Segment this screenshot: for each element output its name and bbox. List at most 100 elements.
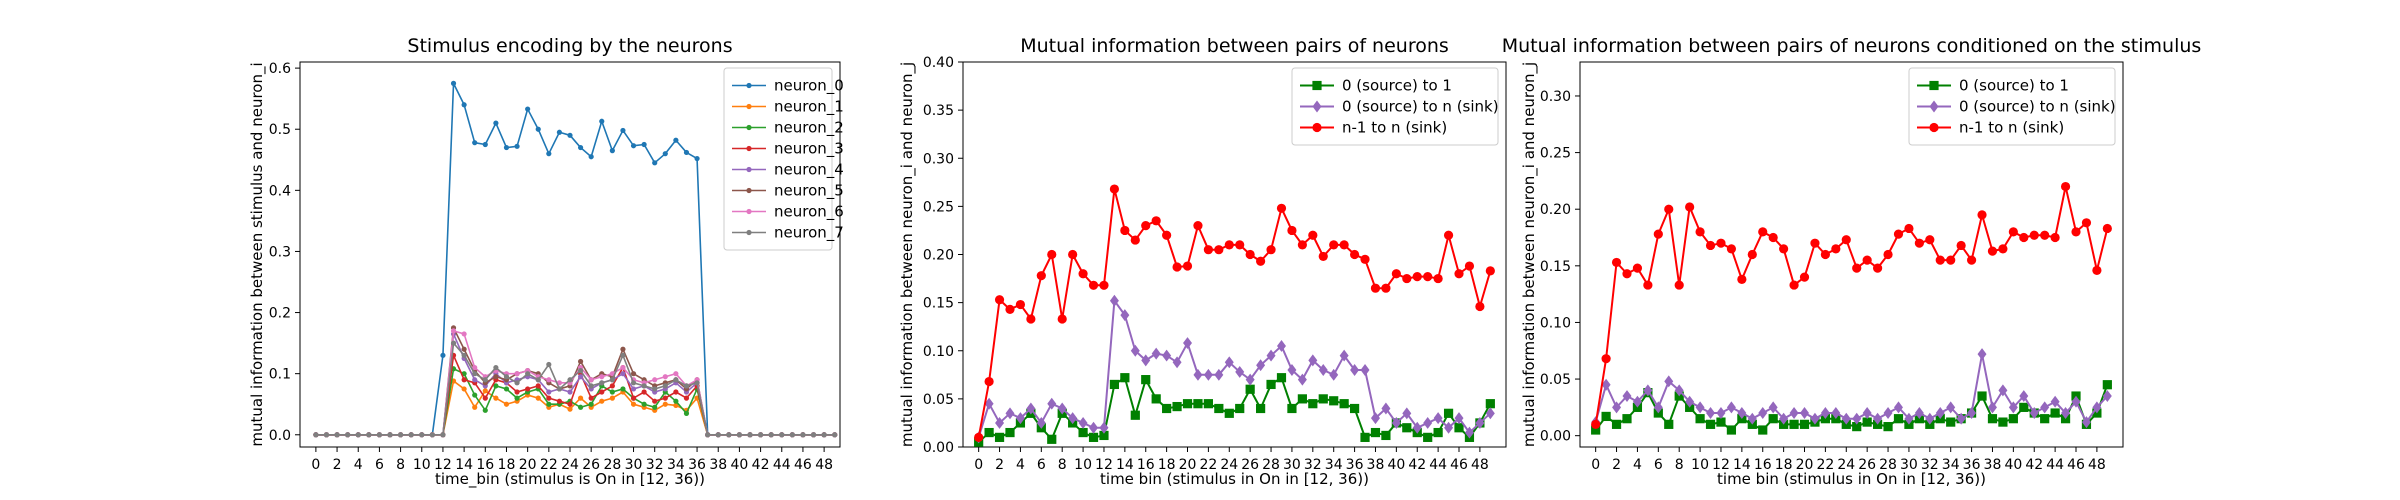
data-point-n-1-to-n-sink-2: [1611, 257, 1622, 268]
legend-label-0-source-to-n-sink: 0 (source) to n (sink): [1342, 98, 1499, 116]
data-point-neuron-7-23: [556, 386, 563, 392]
data-point-0-source-to-n-sink-23: [1214, 368, 1224, 381]
data-point-n-1-to-n-sink-16: [1758, 227, 1768, 237]
legend-label-neuron-0: neuron_0: [774, 77, 844, 96]
data-point-0-source-to-n-sink-11: [1706, 407, 1716, 420]
y-tick-label-0.1: 0.10: [923, 344, 954, 360]
x-tick-label-34: 34: [667, 457, 685, 473]
data-point-0-source-to-1-41: [1402, 423, 1412, 433]
data-point-neuron-6-33: [662, 374, 668, 380]
series-neuron-7: [313, 340, 838, 438]
data-point-neuron-1-17: [493, 395, 499, 401]
data-point-neuron-7-34: [673, 377, 679, 383]
data-point-neuron-3-35: [683, 395, 690, 401]
data-point-n-1-to-n-sink-12: [1716, 238, 1726, 248]
data-point-neuron-7-31: [641, 383, 647, 389]
data-point-neuron-0-23: [556, 129, 563, 135]
data-point-neuron-7-25: [577, 368, 584, 374]
x-tick-label-28: 28: [1262, 457, 1280, 473]
data-point-0-source-to-n-sink-45: [2061, 407, 2071, 420]
data-point-neuron-2-22: [546, 401, 552, 407]
data-point-neuron-7-2: [334, 432, 340, 438]
data-point-0-source-to-n-sink-34: [1329, 368, 1339, 381]
legend-marker-neuron-0: [746, 82, 752, 89]
data-point-n-1-to-n-sink-35: [1339, 240, 1349, 250]
data-point-0-source-to-n-sink-30: [1287, 364, 1297, 376]
data-point-neuron-0-29: [620, 127, 626, 134]
x-tick-label-12: 12: [1095, 457, 1113, 473]
data-point-0-source-to-1-0: [1591, 425, 1601, 435]
data-point-0-source-to-n-sink-26: [1245, 373, 1255, 386]
data-point-neuron-7-27: [599, 380, 605, 386]
data-point-n-1-to-n-sink-14: [1737, 274, 1747, 285]
y-tick-label-0.1: 0.10: [1540, 315, 1571, 331]
data-point-0-source-to-n-sink-35: [1339, 349, 1349, 362]
x-tick-label-32: 32: [1304, 457, 1322, 473]
data-point-n-1-to-n-sink-48: [2092, 265, 2102, 275]
legend-box: [723, 67, 833, 251]
data-point-neuron-7-46: [800, 432, 806, 438]
y-tick-label-0.3: 0.3: [269, 244, 291, 260]
data-point-0-source-to-n-sink-29: [1894, 401, 1903, 414]
data-point-0-source-to-1-20: [1799, 419, 1810, 429]
x-tick-label-16: 16: [1137, 457, 1155, 473]
x-tick-label-42: 42: [752, 457, 770, 473]
data-point-0-source-to-1-12: [1716, 417, 1726, 427]
data-point-0-source-to-1-14: [1120, 373, 1130, 383]
data-point-n-1-to-n-sink-45: [1443, 230, 1454, 240]
data-point-neuron-7-35: [683, 383, 690, 389]
legend-marker-0-source-to-n-sink: [1929, 100, 1939, 113]
data-point-n-1-to-n-sink-23: [1831, 244, 1841, 254]
data-point-neuron-2-17: [493, 383, 499, 389]
y-tick-label-0.2: 0.20: [923, 248, 954, 264]
x-tick-label-48: 48: [1471, 457, 1489, 473]
x-tick-label-0: 0: [974, 457, 983, 473]
data-point-0-source-to-1-49: [1485, 399, 1495, 409]
x-tick-label-34: 34: [1325, 457, 1343, 473]
data-point-0-source-to-n-sink-46: [1454, 412, 1464, 425]
data-point-n-1-to-n-sink-28: [1266, 245, 1276, 255]
data-point-n-1-to-n-sink-3: [1622, 269, 1632, 279]
data-point-neuron-6-14: [461, 331, 467, 337]
x-tick-label-6: 6: [1654, 457, 1663, 473]
data-point-n-1-to-n-sink-3: [1005, 304, 1015, 314]
x-tick-label-26: 26: [582, 457, 600, 473]
y-tick-label-0.2: 0.2: [269, 306, 291, 322]
x-tick-label-32: 32: [1921, 457, 1939, 473]
data-point-neuron-0-25: [577, 144, 584, 151]
data-point-0-source-to-n-sink-39: [1998, 384, 2008, 397]
legend-label-neuron-6: neuron_6: [774, 203, 844, 222]
data-point-neuron-2-25: [577, 404, 584, 410]
legend-marker-neuron-2: [746, 124, 752, 131]
y-tick-label-0.05: 0.05: [1540, 372, 1571, 388]
y-tick-label-0: 0.00: [923, 440, 954, 456]
data-point-n-1-to-n-sink-45: [2060, 181, 2071, 192]
data-point-0-source-to-1-28: [1883, 422, 1893, 432]
y-tick-label-0.25: 0.25: [923, 199, 954, 215]
data-point-0-source-to-n-sink-49: [2102, 390, 2112, 403]
x-tick-label-18: 18: [498, 457, 516, 473]
data-point-neuron-3-26: [588, 395, 594, 401]
data-point-0-source-to-1-44: [2050, 408, 2060, 418]
data-point-0-source-to-1-44: [1433, 427, 1443, 438]
data-point-n-1-to-n-sink-18: [1779, 244, 1789, 254]
data-point-0-source-to-1-21: [1193, 399, 1203, 409]
data-point-neuron-1-18: [503, 401, 510, 407]
data-point-0-source-to-1-49: [2102, 380, 2112, 390]
data-point-neuron-2-29: [620, 386, 626, 392]
data-point-n-1-to-n-sink-40: [1391, 269, 1401, 279]
data-point-0-source-to-n-sink-48: [1475, 416, 1485, 429]
x-tick-label-20: 20: [1796, 457, 1814, 473]
data-point-neuron-2-32: [652, 404, 658, 410]
y-tick-label-0.6: 0.6: [269, 61, 291, 77]
data-point-n-1-to-n-sink-20: [1799, 272, 1810, 282]
data-point-neuron-0-28: [609, 148, 615, 154]
data-point-n-1-to-n-sink-1: [984, 376, 994, 387]
data-point-n-1-to-n-sink-6: [1653, 229, 1663, 239]
data-point-0-source-to-n-sink-21: [1810, 412, 1820, 425]
data-point-n-1-to-n-sink-36: [1349, 249, 1360, 260]
data-point-neuron-2-18: [503, 386, 510, 392]
data-point-0-source-to-1-10: [1078, 427, 1088, 438]
data-point-n-1-to-n-sink-4: [1015, 299, 1026, 310]
data-point-0-source-to-1-34: [1946, 417, 1956, 427]
